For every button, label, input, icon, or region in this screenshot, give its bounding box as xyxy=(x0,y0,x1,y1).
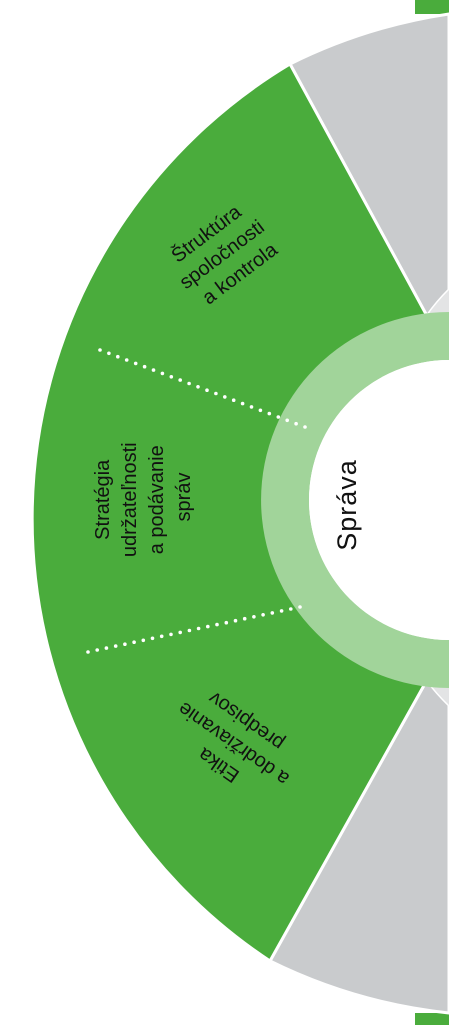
divider-dot xyxy=(233,618,238,623)
divider-dot xyxy=(205,388,209,393)
divider-dot xyxy=(223,395,227,399)
divider-dot xyxy=(142,364,147,369)
hub-center xyxy=(309,360,449,640)
divider-dot xyxy=(113,644,118,648)
divider-dot xyxy=(206,624,210,629)
divider-dot xyxy=(116,354,120,359)
divider-dot xyxy=(261,613,265,617)
segment-2-line-3: a podávanie xyxy=(146,445,168,554)
divider-dot xyxy=(279,609,284,613)
divider-dot xyxy=(107,351,111,356)
segment-2-line-4: správ xyxy=(173,473,195,522)
dotted-divider-lower xyxy=(86,605,302,654)
divider-dot xyxy=(196,385,200,389)
divider-dot xyxy=(151,368,156,372)
divider-dot xyxy=(141,638,146,643)
divider-dot xyxy=(298,605,302,609)
divider-dot xyxy=(132,640,136,644)
segment-label-strategy: Stratégia udržateľnosti a podávanie sprá… xyxy=(92,437,195,557)
dotted-divider-upper xyxy=(98,348,307,429)
divider-dot xyxy=(178,630,182,635)
divider-dot xyxy=(285,418,290,423)
divider-dot xyxy=(270,611,275,615)
divider-dot xyxy=(240,401,245,406)
divider-dot xyxy=(104,646,109,650)
divider-dot xyxy=(276,415,281,419)
divider-dot xyxy=(187,628,192,633)
divider-dot xyxy=(133,361,138,366)
segment-2-line-1: Stratégia xyxy=(92,459,114,540)
divider-dot xyxy=(124,358,129,362)
divider-dot xyxy=(303,425,307,429)
divider-dot xyxy=(169,375,174,379)
divider-dot xyxy=(294,421,298,426)
divider-dot xyxy=(123,642,127,646)
divider-dot xyxy=(159,634,164,639)
divider-dot xyxy=(169,632,173,637)
top-green-edge xyxy=(415,0,449,14)
divider-dot xyxy=(249,405,254,409)
divider-dot xyxy=(196,626,201,631)
divider-dot xyxy=(86,650,90,654)
divider-dot xyxy=(98,348,102,352)
divider-dot xyxy=(231,398,236,403)
divider-dot xyxy=(214,391,218,396)
divider-dot xyxy=(242,616,247,621)
divider-dot xyxy=(224,620,229,625)
hub-label: Správa xyxy=(332,459,362,551)
hub-ring xyxy=(261,312,449,688)
divider-dot xyxy=(160,371,165,376)
divider-dot xyxy=(150,636,155,641)
divider-dot xyxy=(178,378,182,382)
divider-dot xyxy=(187,381,191,386)
divider-dot xyxy=(258,408,263,413)
divider-dot xyxy=(252,615,256,619)
segment-2-line-2: udržateľnosti xyxy=(119,442,141,557)
divider-dot xyxy=(267,411,272,416)
divider-dot xyxy=(289,607,293,611)
bottom-green-edge xyxy=(415,1013,449,1025)
divider-dot xyxy=(95,648,99,652)
divider-dot xyxy=(215,622,219,627)
